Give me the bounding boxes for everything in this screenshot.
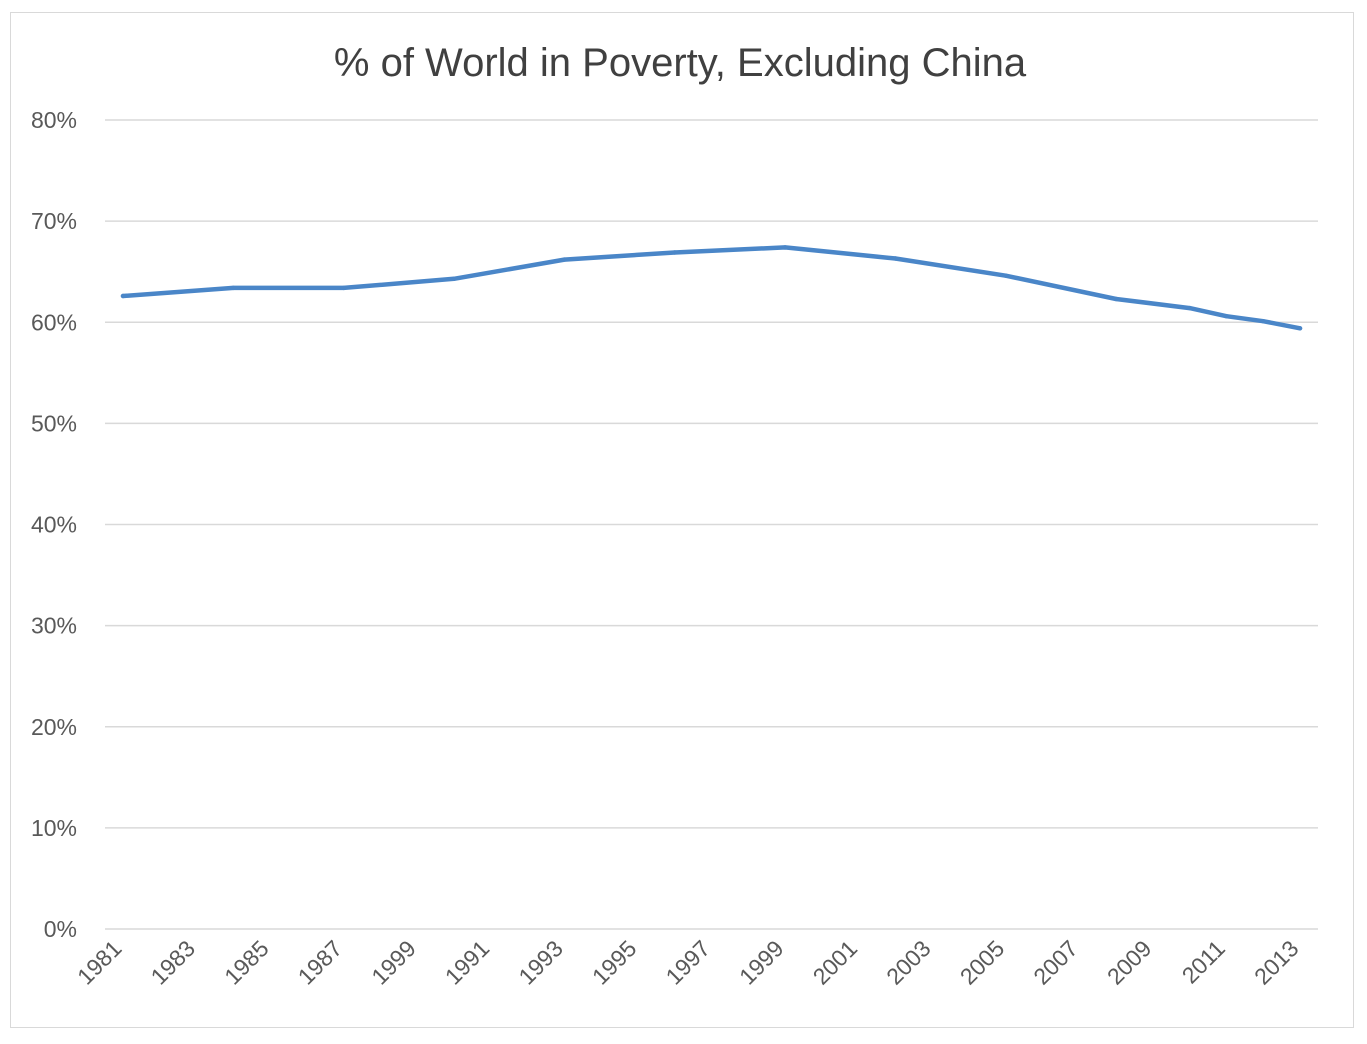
x-tick-label: 2013 (1249, 935, 1304, 990)
x-tick-label: 1997 (660, 935, 715, 990)
y-tick-label: 0% (44, 916, 77, 942)
x-tick-label: 2007 (1028, 935, 1083, 990)
x-tick-label: 1981 (72, 935, 127, 990)
data-point (1297, 326, 1303, 331)
x-tick-label: 2005 (955, 935, 1010, 990)
data-point (341, 285, 346, 291)
data-point (562, 257, 567, 262)
data-point (1224, 314, 1229, 319)
gridlines (105, 119, 1318, 930)
y-tick-label: 20% (31, 714, 77, 740)
y-tick-label: 60% (31, 309, 77, 335)
y-tick-label: 40% (31, 512, 77, 538)
series-line (120, 245, 1303, 331)
y-tick-label: 10% (31, 815, 77, 841)
series-layer (120, 245, 1303, 331)
data-point (120, 293, 126, 299)
x-axis-ticks: 1981 1983 1985 1987 1999 1991 1993 1995 1997 1999… (72, 935, 1304, 990)
x-tick-label: 1985 (219, 935, 274, 990)
x-tick-label: 1999 (734, 935, 789, 990)
chart-frame (10, 12, 1354, 1028)
y-tick-label: 70% (31, 208, 77, 234)
x-tick-label: 1993 (513, 935, 568, 990)
x-tick-label: 1995 (587, 935, 642, 990)
y-tick-label: 30% (31, 613, 77, 639)
x-tick-label: 1983 (146, 935, 201, 990)
x-tick-label: 2011 (1177, 935, 1230, 988)
x-tick-label: 2003 (881, 935, 936, 990)
y-axis-ticks: 0% 10% 20% 30% 40% 50% 60% 70% 80% (31, 107, 77, 942)
data-point (893, 256, 898, 261)
x-tick-label: 1987 (293, 935, 348, 990)
y-tick-label: 80% (31, 107, 77, 133)
x-tick-label: 1999 (366, 935, 421, 990)
x-tick-label: 1991 (440, 935, 495, 990)
data-point (1113, 296, 1119, 302)
data-point (231, 285, 236, 291)
data-point (1261, 319, 1266, 324)
x-tick-label: 2009 (1102, 935, 1157, 990)
x-tick-label: 2001 (808, 935, 863, 990)
data-point (1003, 273, 1008, 278)
data-point (672, 250, 677, 255)
data-point (451, 276, 457, 281)
chart-title: % of World in Poverty, Excluding China (334, 41, 1027, 85)
y-tick-label: 50% (31, 410, 77, 436)
data-point (782, 245, 788, 250)
data-point (1187, 305, 1192, 311)
